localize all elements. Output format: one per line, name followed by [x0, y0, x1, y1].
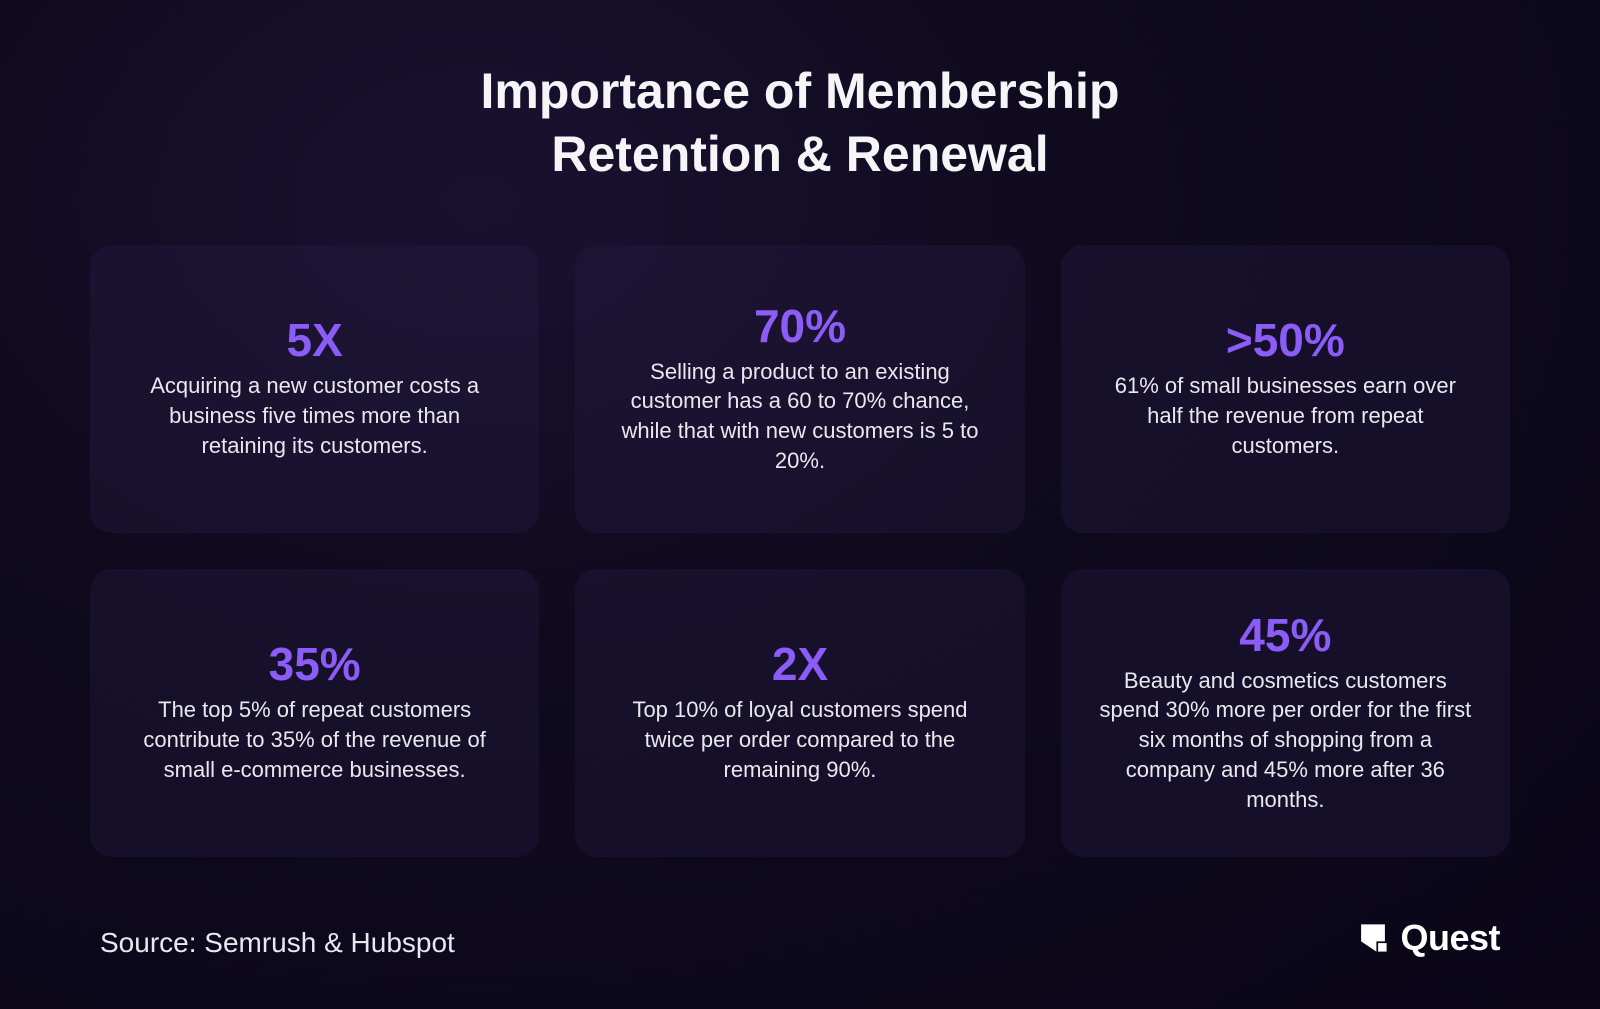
stat-value: 70% [754, 303, 846, 349]
brand-logo: Quest [1356, 917, 1500, 959]
title-line-1: Importance of Membership [481, 63, 1120, 119]
stat-value: >50% [1226, 317, 1345, 363]
stat-card: 35% The top 5% of repeat customers contr… [90, 569, 539, 857]
stat-value: 45% [1239, 612, 1331, 658]
stat-desc: Acquiring a new customer costs a busines… [125, 371, 505, 460]
quest-logo-icon [1356, 921, 1390, 955]
stat-card: 70% Selling a product to an existing cus… [575, 245, 1024, 533]
stat-card: 5X Acquiring a new customer costs a busi… [90, 245, 539, 533]
stat-desc: Beauty and cosmetics customers spend 30%… [1095, 666, 1475, 814]
stat-desc: Selling a product to an existing custome… [610, 357, 990, 476]
stat-desc: Top 10% of loyal customers spend twice p… [610, 695, 990, 784]
brand-logo-text: Quest [1400, 917, 1500, 959]
stat-grid: 5X Acquiring a new customer costs a busi… [90, 245, 1510, 857]
stat-card: >50% 61% of small businesses earn over h… [1061, 245, 1510, 533]
stat-value: 35% [269, 641, 361, 687]
stat-card: 2X Top 10% of loyal customers spend twic… [575, 569, 1024, 857]
source-label: Source: Semrush & Hubspot [100, 927, 455, 959]
page-title: Importance of Membership Retention & Ren… [90, 60, 1510, 185]
stat-card: 45% Beauty and cosmetics customers spend… [1061, 569, 1510, 857]
footer: Source: Semrush & Hubspot Quest [90, 917, 1510, 959]
stat-value: 2X [772, 641, 828, 687]
stat-desc: The top 5% of repeat customers contribut… [125, 695, 505, 784]
stat-desc: 61% of small businesses earn over half t… [1095, 371, 1475, 460]
title-line-2: Retention & Renewal [551, 126, 1048, 182]
stat-value: 5X [287, 317, 343, 363]
infographic-container: Importance of Membership Retention & Ren… [0, 0, 1600, 1009]
